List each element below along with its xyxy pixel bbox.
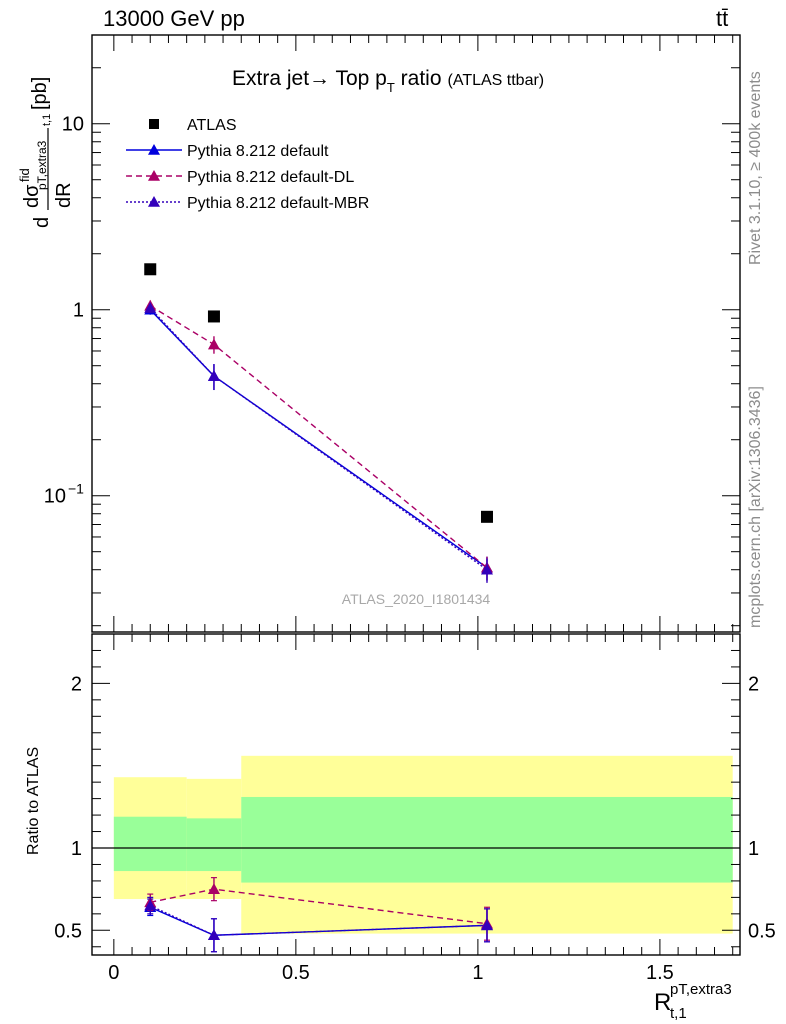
legend-marker (148, 196, 160, 207)
data-point-atlas (207, 310, 220, 323)
x-tick-label: 0 (108, 962, 119, 984)
main-y-axis-label: d dσ fid pT,extra3 dR t,1 [pb] (17, 77, 75, 228)
svg-text:t,1: t,1 (41, 114, 53, 126)
svg-text:fid: fid (17, 168, 32, 182)
svg-text:dσ: dσ (21, 184, 43, 208)
data-point-mc (144, 302, 157, 313)
uncertainty-band-inner (186, 818, 242, 872)
y-tick-label: 10 (44, 486, 66, 508)
analysis-id: ATLAS_2020_I1801434 (342, 591, 491, 607)
y-tick-label: 10 (62, 114, 84, 136)
main-frame (91, 34, 741, 633)
uncertainty-band-inner (113, 816, 187, 872)
x-tick-label: 1.5 (646, 962, 674, 984)
y-tick-exponent: −1 (68, 481, 84, 497)
svg-text:pT,extra3: pT,extra3 (35, 140, 49, 190)
ratio-y-tick-label: 2 (71, 673, 82, 695)
series-line-3 (149, 307, 488, 571)
legend-marker-atlas (149, 119, 159, 129)
series-line-2 (149, 305, 488, 569)
ratio-frame (91, 633, 741, 956)
data-point-mc (207, 338, 220, 350)
ratio-y-tick-label: 0.5 (54, 920, 82, 942)
legend: ATLAS Pythia 8.212 default Pythia 8.212 de… (126, 117, 369, 212)
plot-title: Extra jet→ Top pT ratio (ATLAS ttbar) (232, 67, 544, 95)
data-point-mc (207, 370, 220, 381)
uncertainty-band-inner (241, 796, 733, 883)
svg-text:[pb]: [pb] (29, 77, 51, 110)
data-point-atlas (480, 510, 493, 523)
legend-label: Pythia 8.212 default-DL (187, 169, 354, 186)
collision-label: 13000 GeV pp (103, 6, 245, 31)
legend-marker (148, 144, 160, 155)
ratio-y-tick-label-right: 0.5 (748, 920, 776, 942)
x-axis-label: R pT,extra3 t,1 (654, 981, 732, 1022)
legend-label: Pythia 8.212 default-MBR (187, 195, 369, 212)
process-label: tt̄ (716, 6, 728, 31)
series-line-1 (149, 309, 488, 569)
ratio-plot-layer (144, 877, 493, 953)
ratio-point (144, 899, 157, 911)
ratio-y-axis-label: Ratio to ATLAS (25, 747, 42, 855)
mcplots-credit: mcplots.cern.ch [arXiv:1306.3436] (747, 386, 764, 628)
data-point-mc (480, 563, 493, 575)
y-tick-label: 1 (73, 300, 84, 322)
legend-label: ATLAS (187, 117, 237, 134)
x-tick-label: 0.5 (282, 962, 310, 984)
x-tick-label: 1 (472, 962, 483, 984)
ratio-y-tick-label-right: 2 (748, 673, 759, 695)
rivet-version: Rivet 3.1.10, ≥ 400k events (747, 71, 764, 265)
svg-text:dR: dR (53, 182, 75, 208)
ratio-point (480, 919, 493, 931)
ratio-point (207, 929, 220, 941)
svg-text:R: R (654, 989, 671, 1016)
ratio-y-tick-label: 1 (71, 838, 82, 860)
ratio-line-2 (149, 904, 488, 936)
ratio-point (207, 883, 220, 894)
legend-label: Pythia 8.212 default (187, 143, 329, 160)
svg-text:t,1: t,1 (670, 1005, 687, 1022)
svg-text:pT,extra3: pT,extra3 (670, 981, 732, 998)
ratio-y-tick-label-right: 1 (748, 838, 759, 860)
legend-marker (148, 170, 160, 181)
data-point-atlas (144, 263, 157, 276)
main-plot-layer (144, 263, 493, 583)
ratio-panel (92, 755, 740, 934)
svg-text:d: d (31, 217, 53, 228)
